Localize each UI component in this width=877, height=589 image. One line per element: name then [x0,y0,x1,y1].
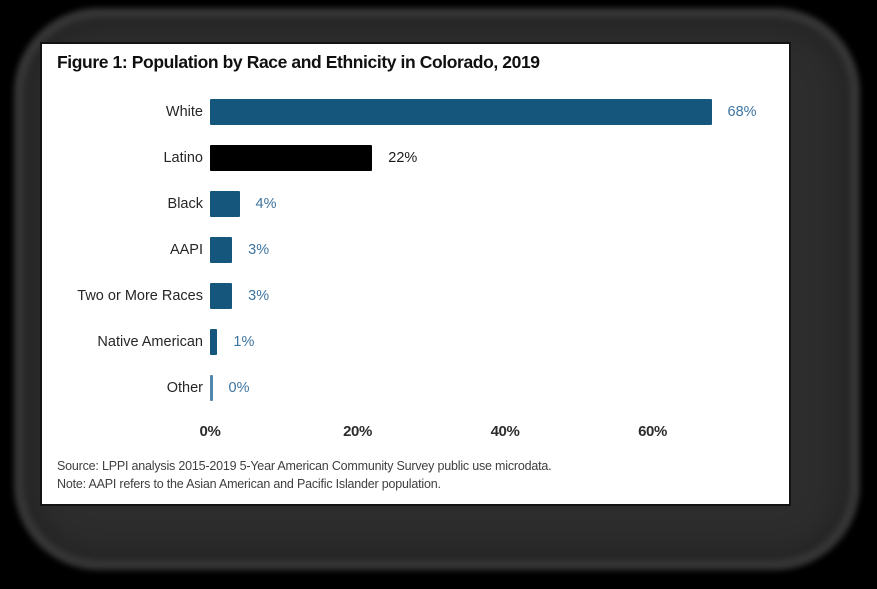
bar-track: 3% [210,283,789,309]
value-label-latino: 22% [388,150,418,166]
x-axis: 0% 20% 40% 60% [200,423,789,443]
value-label-black: 4% [255,196,277,212]
value-label-native-american: 1% [233,334,255,350]
bar-latino [210,145,373,171]
bar-other [210,375,213,401]
bar-row-native-american: Native American 1% [42,319,789,365]
bar-white [210,99,712,125]
category-label-aapi: AAPI [169,242,203,258]
x-axis-tick-40: 40% [490,423,520,440]
bar-track: 4% [210,191,789,217]
bar-row-aapi: AAPI 3% [42,227,789,273]
bar-row-white: White 68% [42,89,789,135]
bar-track: 0% [210,375,789,401]
source-text: Source: LPPI analysis 2015-2019 5-Year A… [57,459,552,473]
bar-row-other: Other 0% [42,365,789,411]
bar-chart: White 68% Latino 22% Black 4% AAPI 3% Two or Mor… [42,89,789,443]
figure-title: Figure 1: Population by Race and Ethnici… [57,52,540,72]
x-axis-tick-0: 0% [199,423,221,440]
bar-track: 1% [210,329,789,355]
category-label-latino: Latino [163,150,203,166]
bar-black [210,191,240,217]
bar-native-american [210,329,218,355]
category-label-white: White [165,104,203,120]
value-label-white: 68% [727,104,757,120]
value-label-two-or-more-races: 3% [248,288,270,304]
bar-row-black: Black 4% [42,181,789,227]
category-label-other: Other [166,380,203,396]
x-axis-tick-60: 60% [638,423,667,440]
bar-track: 22% [210,145,789,171]
bar-rows: White 68% Latino 22% Black 4% AAPI 3% Two or Mor… [42,89,789,411]
bar-row-two-or-more-races: Two or More Races 3% [42,273,789,319]
value-label-aapi: 3% [248,242,270,258]
note-text: Note: AAPI refers to the Asian American … [57,477,441,491]
category-label-two-or-more-races: Two or More Races [77,288,203,304]
value-label-other: 0% [228,380,250,396]
bar-aapi [210,237,233,263]
bar-two-or-more-races [210,283,233,309]
x-axis-tick-20: 20% [343,423,372,440]
bar-track: 3% [210,237,789,263]
bar-row-latino: Latino 22% [42,135,789,181]
category-label-black: Black [167,196,203,212]
figure-card: Figure 1: Population by Race and Ethnici… [40,42,791,506]
bar-track: 68% [210,99,789,125]
category-label-native-american: Native American [97,334,203,350]
